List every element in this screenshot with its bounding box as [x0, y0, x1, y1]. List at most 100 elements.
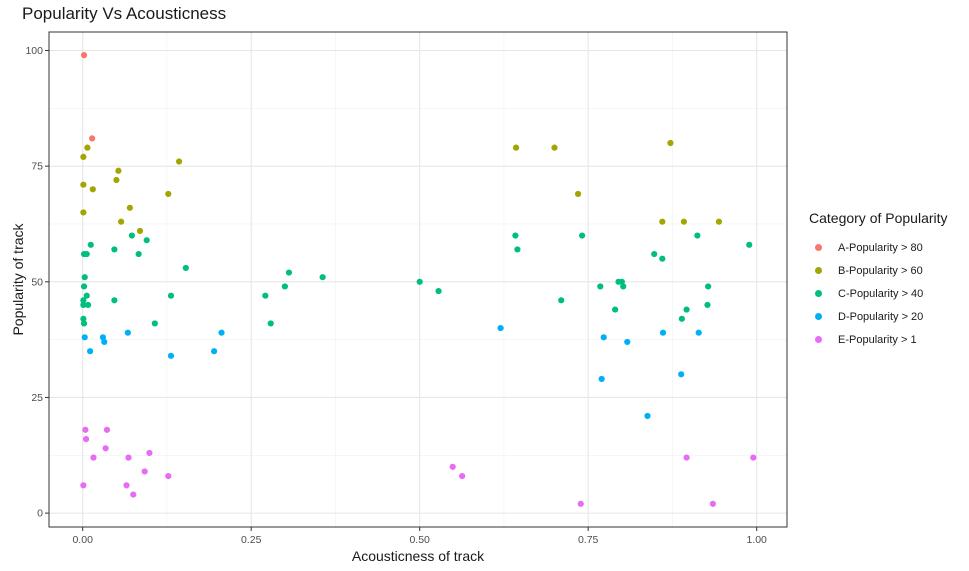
data-point [141, 468, 148, 475]
legend-label: B-Popularity > 60 [838, 264, 923, 277]
data-point [103, 426, 111, 433]
data-point [497, 324, 504, 332]
data-point [136, 227, 144, 235]
legend-label: D-Popularity > 20 [838, 310, 924, 323]
data-point [678, 371, 685, 378]
legend-item: C-Popularity > 40 [809, 282, 948, 305]
data-point [80, 52, 88, 59]
data-point [87, 348, 94, 355]
data-point [126, 204, 133, 211]
data-point [285, 269, 293, 276]
data-point [143, 237, 150, 244]
data-point [125, 454, 132, 461]
data-point [262, 292, 269, 299]
data-point [694, 232, 701, 239]
y-tick-label: 75 [31, 161, 43, 173]
x-axis-label: Acousticness of track [352, 548, 485, 564]
data-point [709, 500, 716, 507]
y-tick-label: 0 [37, 508, 43, 520]
legend-label: E-Popularity > 1 [838, 333, 917, 346]
data-point [130, 491, 137, 498]
legend-label: C-Popularity > 40 [838, 287, 924, 300]
y-tick-label: 100 [25, 45, 43, 57]
data-point [124, 329, 131, 336]
data-point [651, 250, 658, 258]
legend-swatch [815, 267, 822, 274]
chart-title: Popularity Vs Acousticness [22, 4, 227, 23]
data-point [175, 158, 183, 165]
legend-label: A-Popularity > 80 [838, 241, 923, 254]
x-tick-label: 0.25 [241, 534, 262, 546]
data-point [512, 232, 519, 239]
data-point [704, 301, 711, 309]
data-point [612, 306, 619, 313]
data-point [267, 320, 274, 327]
data-point [750, 454, 757, 461]
data-point [644, 412, 651, 420]
data-point [600, 334, 607, 341]
x-tick-label: 0.50 [409, 534, 430, 546]
data-point [416, 278, 423, 285]
data-point [659, 218, 666, 225]
data-point [667, 139, 674, 147]
legend-swatch [815, 313, 822, 320]
data-point [597, 283, 604, 290]
y-tick-label: 50 [31, 276, 43, 288]
data-point [165, 473, 172, 480]
data-point [459, 473, 466, 480]
data-point [715, 218, 723, 225]
data-point [89, 186, 96, 193]
data-point [83, 292, 90, 299]
data-point [113, 176, 120, 184]
data-points [80, 52, 757, 507]
data-point [281, 283, 288, 290]
data-point [705, 283, 712, 290]
data-point [551, 144, 558, 151]
y-axis-label: Popularity of track [10, 222, 26, 335]
data-point [683, 454, 690, 461]
data-point [80, 297, 87, 304]
legend-item: D-Popularity > 20 [809, 305, 948, 328]
data-point [90, 454, 97, 461]
data-point [80, 181, 87, 188]
data-point [449, 463, 456, 470]
data-point [123, 482, 130, 489]
data-point [82, 436, 90, 443]
data-point [111, 246, 118, 253]
data-point [101, 338, 108, 346]
x-tick-label: 0.75 [578, 534, 599, 546]
legend-item: B-Popularity > 60 [809, 259, 948, 282]
legend-title: Category of Popularity [809, 210, 948, 226]
data-point [435, 287, 442, 295]
plot-panel-border [48, 31, 788, 528]
legend-swatch [815, 336, 822, 343]
data-point [80, 283, 88, 290]
data-point [102, 445, 109, 452]
data-point [579, 232, 586, 239]
data-point [167, 352, 175, 359]
data-point [319, 274, 326, 281]
data-point [84, 144, 91, 151]
data-point [82, 426, 89, 433]
legend-item: A-Popularity > 80 [809, 236, 948, 259]
data-point [146, 449, 153, 457]
data-point [165, 190, 172, 198]
data-point [218, 329, 225, 336]
data-point [87, 241, 94, 248]
data-point [620, 283, 627, 290]
data-point [151, 320, 158, 327]
data-point [167, 292, 175, 299]
data-point [81, 274, 88, 281]
data-point [624, 338, 631, 346]
data-point [89, 135, 96, 142]
data-point [80, 315, 87, 322]
legend: Category of Popularity A-Popularity > 80… [809, 210, 948, 351]
data-point [680, 218, 687, 225]
data-point [84, 301, 92, 309]
y-tick-label: 25 [31, 392, 43, 404]
data-point [598, 375, 605, 383]
data-point [683, 306, 690, 313]
legend-swatch [815, 244, 822, 251]
data-point [514, 246, 521, 253]
